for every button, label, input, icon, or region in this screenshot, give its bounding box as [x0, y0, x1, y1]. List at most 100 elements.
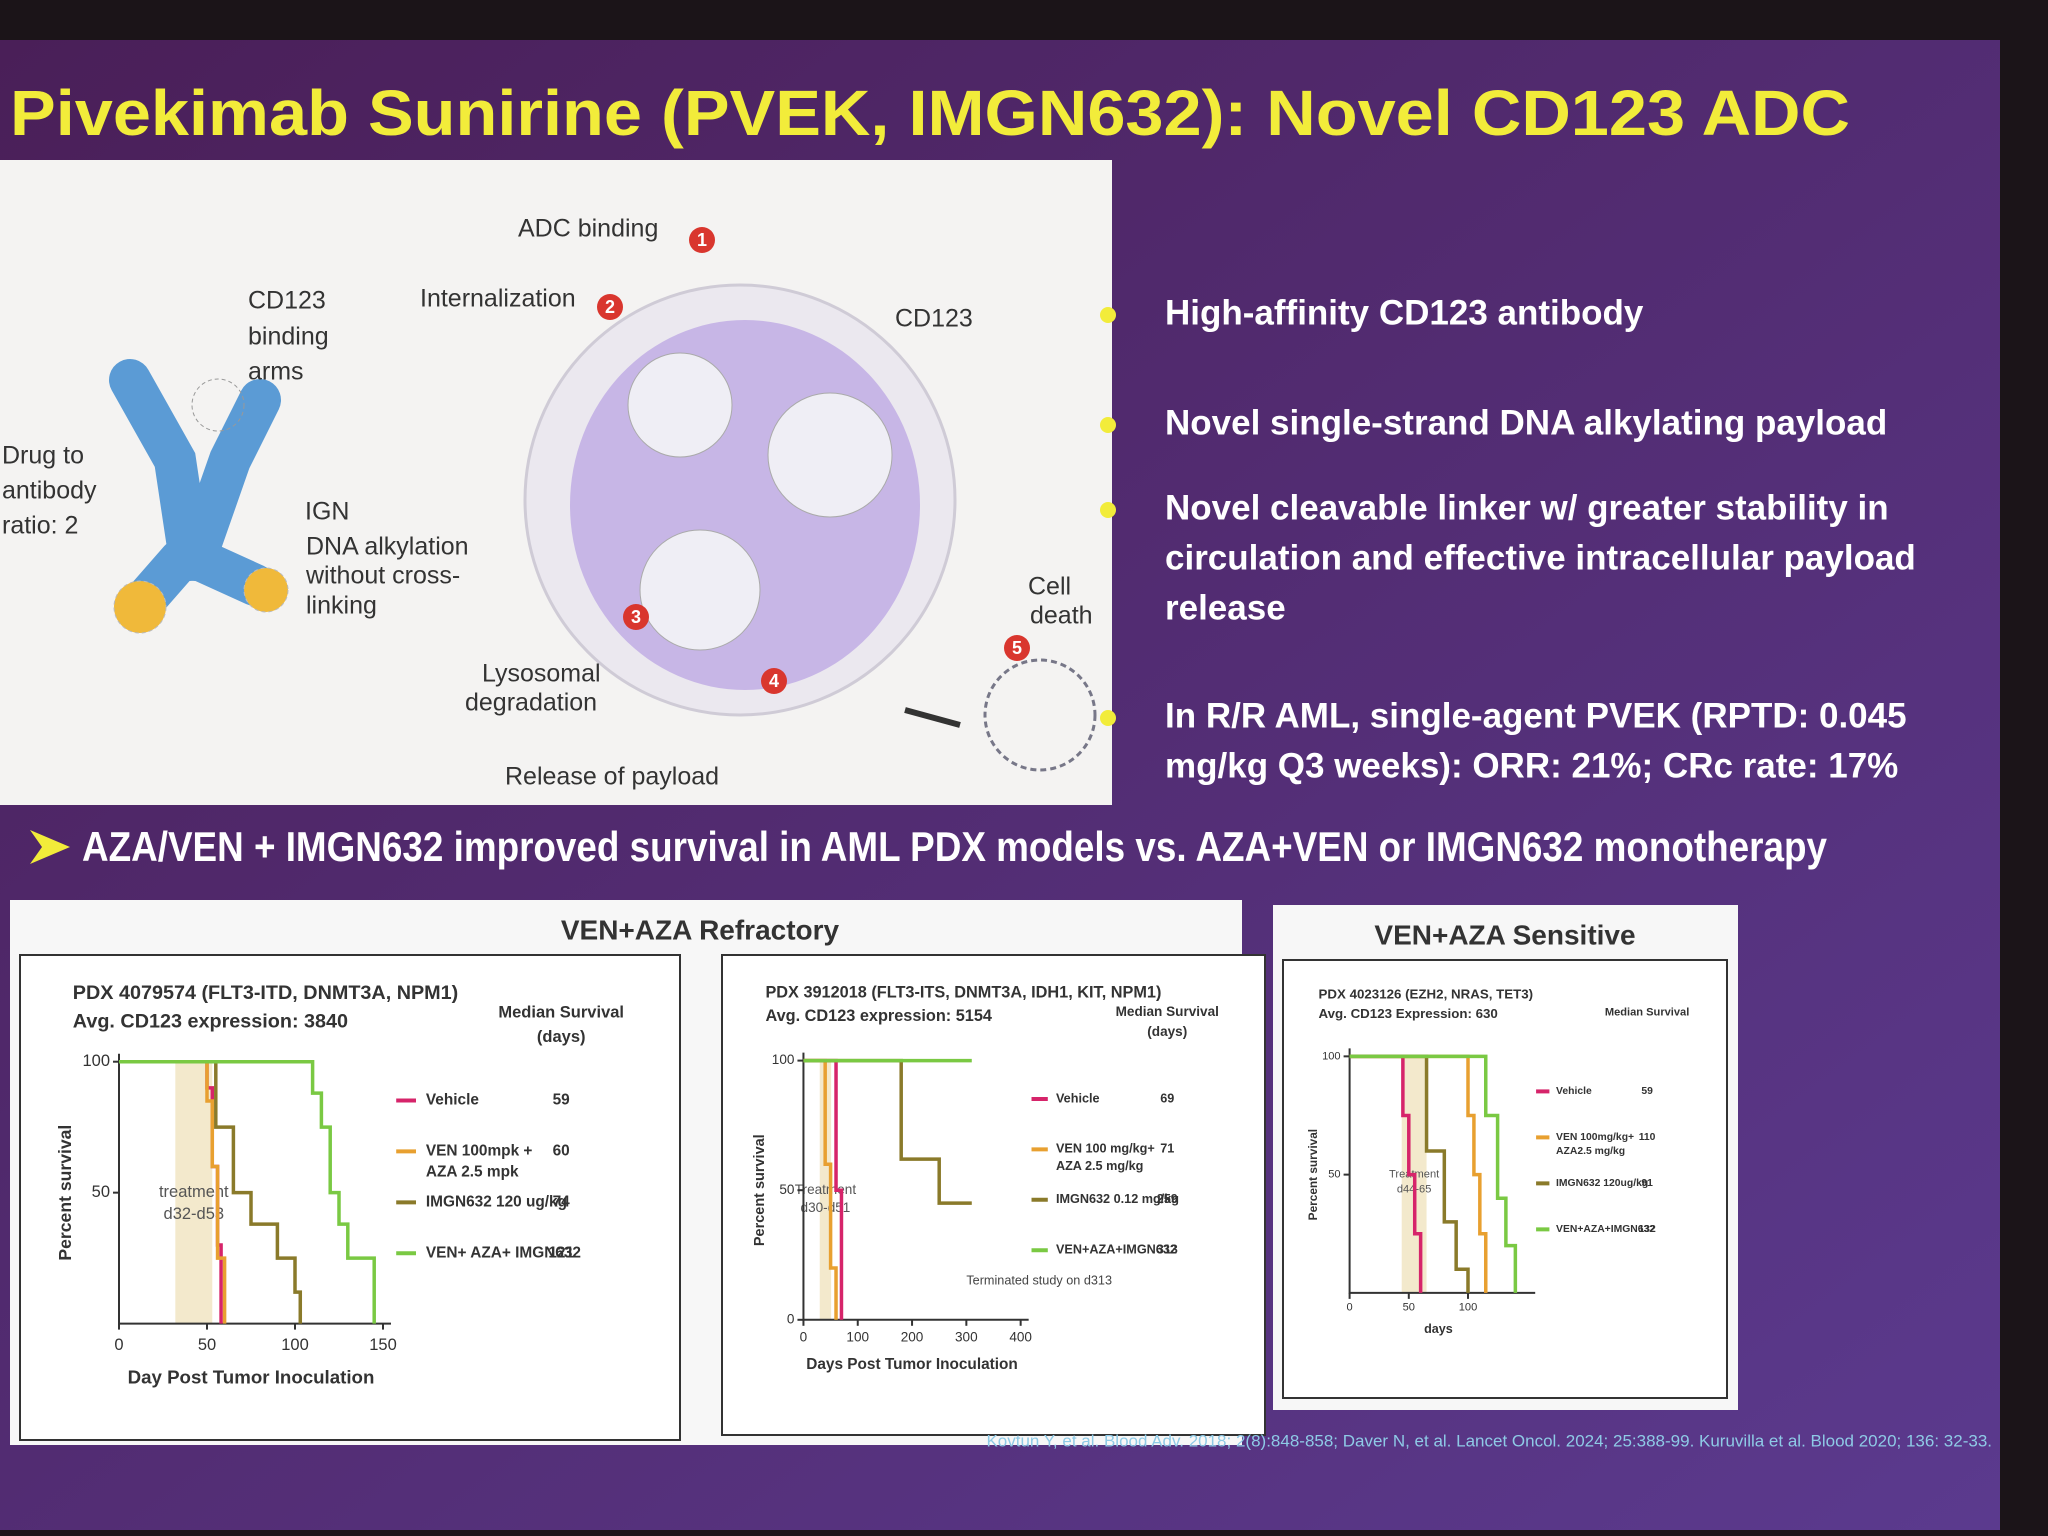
chart-frame [1282, 959, 1728, 1399]
charts: VEN+AZA Refractory PDX 4079574 (FLT3-ITD,… [19, 914, 1728, 1441]
arrow [904, 707, 961, 728]
treatment-label: treatment [159, 1183, 229, 1201]
bullet-text: mg/kg Q3 weeks): ORR: 21%; CRc rate: 17% [1165, 746, 1898, 785]
panel-title: VEN+AZA Sensitive [1374, 919, 1635, 950]
median-value: 69 [1160, 1091, 1174, 1105]
heading-arrow [30, 830, 70, 864]
step-marker [1004, 635, 1030, 661]
x-tick-label: 0 [114, 1336, 123, 1354]
legend-label: AZA2.5 mg/kg [1556, 1146, 1625, 1157]
section-heading: AZA/VEN + IMGN632 improved survival in A… [82, 823, 1828, 870]
y-tick-label: 0 [787, 1311, 795, 1326]
x-tick-label: 0 [1347, 1302, 1353, 1314]
binding-arm-marker [191, 378, 245, 432]
y-axis-label: Percent survival [1306, 1129, 1320, 1220]
chart-title: PDX 4023126 (EZH2, NRAS, TET3) [1319, 987, 1534, 1002]
step-marker [689, 227, 715, 253]
x-axis-label: Day Post Tumor Inoculation [128, 1367, 375, 1388]
median-header: (days) [537, 1028, 586, 1046]
ign-description: without cross- [305, 562, 460, 590]
legend-label: IMGN632 0.12 mg/kg [1056, 1192, 1179, 1206]
x-tick-label: 50 [198, 1336, 216, 1354]
treatment-label: d32-d53 [164, 1205, 225, 1223]
step-label: Internalization [420, 285, 576, 313]
median-value: 313 [1157, 1243, 1178, 1257]
bullet-dot [1100, 307, 1116, 323]
chart-note: Terminated study on d313 [966, 1273, 1112, 1287]
antibody [109, 359, 281, 621]
survival-curve [119, 1059, 303, 1324]
dar-label: antibody [2, 477, 97, 505]
step-number: 2 [605, 297, 615, 317]
arm-label: arms [248, 358, 304, 386]
ign-description: DNA alkylation [306, 533, 469, 561]
median-value: 91 [1641, 1178, 1653, 1189]
bullet-text: In R/R AML, single-agent PVEK (RPTD: 0.0… [1165, 696, 1907, 735]
chart-title: Avg. CD123 expression: 5154 [765, 1007, 992, 1025]
median-value: 259 [1157, 1192, 1178, 1206]
nucleus [767, 392, 893, 518]
x-tick-label: 50 [1403, 1302, 1415, 1314]
chart-title: PDX 4079574 (FLT3-ITD, DNMT3A, NPM1) [73, 982, 458, 1004]
axes [1348, 1048, 1536, 1294]
citation: Kovtun Y, et al. Blood Adv. 2018; 2(8):8… [986, 1431, 1992, 1450]
endosome [627, 352, 733, 458]
survival-curve [119, 1059, 227, 1324]
step-label: Release of payload [505, 763, 719, 791]
median-value: 74 [553, 1193, 571, 1210]
chart-frame [19, 954, 681, 1441]
step-number: 3 [631, 607, 641, 627]
median-header: (days) [1147, 1024, 1187, 1039]
chart-title: Avg. CD123 expression: 3840 [73, 1011, 348, 1033]
step-number: 1 [697, 230, 707, 250]
payload [113, 580, 167, 634]
step-marker [761, 668, 787, 694]
dar-label: ratio: 2 [2, 512, 78, 540]
x-tick-label: 100 [1459, 1302, 1478, 1314]
bullet-dot [1100, 417, 1116, 433]
y-tick-label: 100 [82, 1052, 110, 1070]
dar-label: Drug to [2, 442, 84, 470]
median-header: Median Survival [498, 1004, 624, 1022]
x-tick-label: 100 [846, 1329, 869, 1344]
x-tick-label: 400 [1009, 1329, 1032, 1344]
step-number: 4 [769, 671, 779, 691]
dead-cell [983, 658, 1097, 772]
ign-description: linking [306, 592, 377, 620]
median-value: 132 [1638, 1224, 1656, 1235]
legend-label: Vehicle [1056, 1091, 1100, 1105]
legend-label: AZA 2.5 mpk [426, 1163, 519, 1180]
x-tick-label: 0 [800, 1329, 808, 1344]
y-tick-label: 100 [772, 1052, 795, 1067]
median-header: Median Survival [1605, 1006, 1689, 1018]
chart-title: Avg. CD123 Expression: 630 [1319, 1006, 1498, 1021]
axes [802, 1052, 1029, 1321]
legend-label: Vehicle [1556, 1086, 1592, 1097]
y-tick-label: 100 [1322, 1050, 1341, 1062]
panel-title: VEN+AZA Refractory [561, 914, 840, 945]
median-value: 59 [1641, 1086, 1653, 1097]
treatment-window [175, 1061, 213, 1324]
y-axis-label: Percent survival [752, 1134, 768, 1246]
step-marker [623, 604, 649, 630]
median-value: 110 [1639, 1132, 1656, 1143]
arm-label: binding [248, 323, 329, 351]
median-value: 59 [553, 1092, 570, 1109]
survival-curve [1349, 1054, 1488, 1293]
arm-label: CD123 [248, 287, 326, 315]
x-axis-label: Days Post Tumor Inoculation [806, 1356, 1018, 1373]
bullet-text: Novel cleavable linker w/ greater stabil… [1165, 488, 1889, 527]
legend-label: VEN+AZA+IMGN632 [1056, 1243, 1177, 1257]
slide-title: Pivekimab Sunirine (PVEK, IMGN632): Nove… [10, 77, 1850, 149]
survival-curve [1349, 1054, 1423, 1293]
legend-label: VEN 100mg/kg+ [1556, 1132, 1634, 1143]
y-axis-label: Percent survival [55, 1125, 75, 1261]
survival-curve [119, 1059, 376, 1324]
step-label: ADC binding [518, 215, 658, 243]
bullet-text: circulation and effective intracellular … [1165, 538, 1916, 577]
legend-label: IMGN632 120 ug/kg [426, 1193, 567, 1210]
treatment-window [819, 1060, 832, 1320]
legend-label: Vehicle [426, 1092, 479, 1109]
median-value: 71 [1160, 1142, 1174, 1156]
